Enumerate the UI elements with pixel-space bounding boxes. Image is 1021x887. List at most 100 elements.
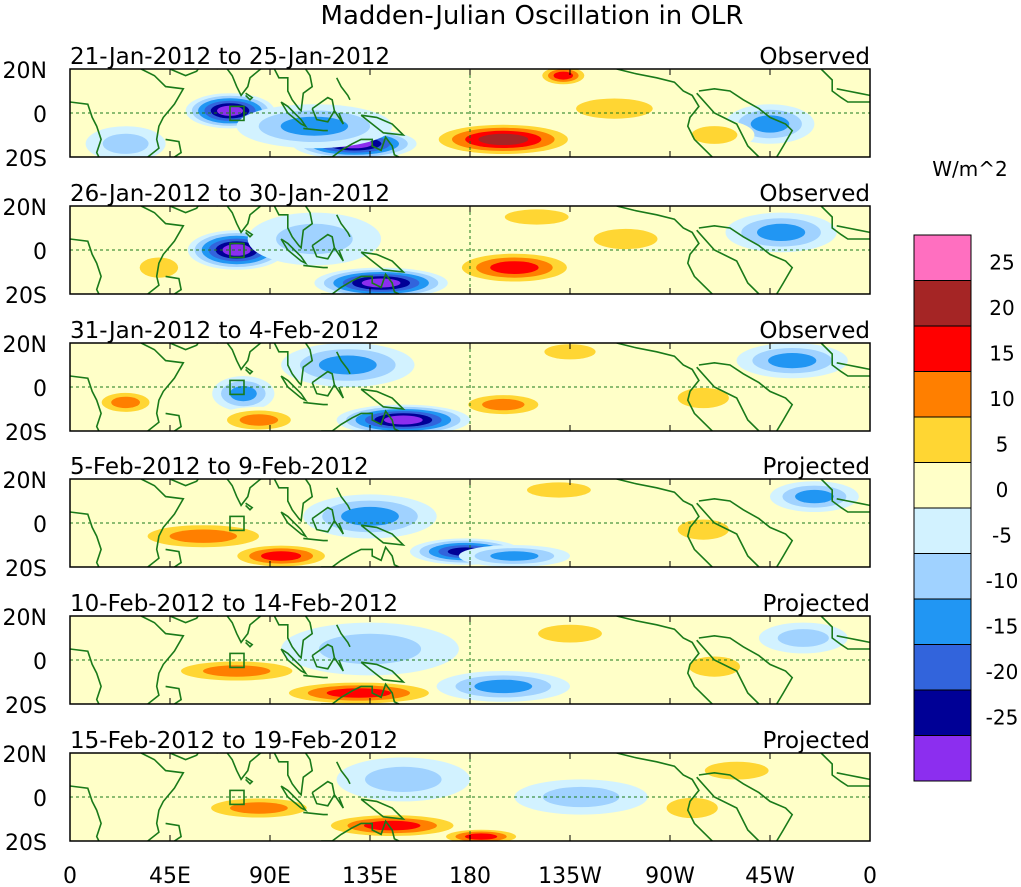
x-tick-label: 90E: [249, 864, 291, 887]
x-tick-label: 135E: [342, 864, 398, 887]
chart-title: Madden-Julian Oscillation in OLR: [321, 1, 744, 31]
coastline: [140, 479, 185, 567]
anomaly-contour: [750, 115, 790, 133]
anomaly-contour: [538, 624, 602, 643]
coastline: [303, 264, 328, 269]
coastline: [616, 616, 713, 704]
anomaly-contour: [704, 761, 769, 780]
colorbar-swatch: [913, 280, 972, 327]
coastline: [698, 771, 794, 841]
anomaly-contour: [280, 116, 349, 136]
coastline: [216, 479, 262, 507]
anomaly-contour: [504, 209, 569, 225]
coastlines: [70, 343, 870, 431]
coastline: [216, 343, 262, 371]
colorbar-label: -10: [986, 569, 1019, 593]
anomaly-contour: [203, 665, 271, 677]
coastline: [836, 772, 870, 781]
coastline: [273, 69, 314, 113]
coastline: [836, 635, 870, 644]
panel-period: 31-Jan-2012 to 4-Feb-2012: [70, 318, 379, 344]
coastline: [216, 206, 262, 234]
coastline: [333, 384, 345, 399]
olr-anomaly-field: [125, 479, 859, 567]
coastline: [836, 88, 870, 97]
colorbar-label: -25: [986, 706, 1019, 730]
y-tick-label: 20N: [3, 606, 47, 631]
anomaly-contour: [326, 688, 392, 698]
anomaly-contour: [768, 353, 817, 369]
anomaly-contour: [478, 133, 529, 145]
coastline: [333, 520, 345, 535]
colorbar: W/m^2 25 20 15 10 5 0 -5 -10 -15 -20 -25: [913, 157, 1019, 782]
coastline: [360, 524, 406, 547]
coastline: [169, 69, 200, 77]
coastline: [165, 138, 182, 157]
anomaly-contour: [365, 766, 442, 793]
colorbar-label: 10: [989, 387, 1014, 411]
anomaly-contour: [677, 519, 729, 540]
colorbar-label: 15: [989, 342, 1014, 366]
coastline: [321, 409, 400, 431]
y-tick-label: 20N: [3, 59, 47, 84]
coastline: [169, 343, 200, 351]
x-tick-label: 45E: [149, 864, 191, 887]
coastline: [335, 761, 351, 785]
y-tick-label: 0: [33, 650, 47, 675]
anomaly-contour: [677, 387, 729, 409]
coastline: [335, 624, 351, 648]
coastline: [698, 87, 794, 157]
coastline: [698, 497, 794, 567]
coastline: [836, 225, 870, 234]
panel: 31-Jan-2012 to 4-Feb-2012 Observed 20N 0 20S: [3, 318, 871, 446]
coastline: [169, 616, 200, 624]
y-tick-label: 20S: [5, 831, 47, 856]
panel-period: 26-Jan-2012 to 30-Jan-2012: [70, 181, 390, 207]
anomaly-contour: [465, 833, 498, 840]
coastline: [70, 648, 102, 704]
colorbar-swatch: [913, 371, 972, 418]
coastlines: [70, 616, 870, 704]
coastline: [165, 548, 182, 567]
y-tick-label: 20S: [5, 284, 47, 309]
anomaly-contour: [169, 529, 237, 543]
coastline: [245, 639, 254, 648]
colorbar-swatch: [913, 598, 972, 645]
x-tick-label: 0: [63, 864, 77, 887]
coastline: [245, 502, 254, 511]
colorbar-swatch: [913, 416, 972, 463]
coastline: [360, 388, 406, 411]
coastline: [165, 822, 182, 841]
anomaly-contour: [383, 415, 423, 425]
x-tick-label: 90W: [645, 864, 695, 887]
colorbar-swatch: [913, 644, 972, 691]
coastline: [820, 616, 870, 650]
coastlines: [70, 69, 870, 157]
coastline: [698, 634, 794, 704]
coastline: [165, 275, 182, 294]
anomaly-contour: [795, 489, 834, 504]
coastline: [616, 753, 713, 841]
colorbar-swatch: [913, 735, 972, 782]
colorbar-label: 25: [989, 251, 1014, 275]
coastline: [165, 685, 182, 704]
panel: 21-Jan-2012 to 25-Jan-2012 Observed 20N 0 20…: [3, 44, 871, 172]
coastline: [335, 351, 351, 375]
coastline: [321, 545, 400, 567]
x-axis: 0 45E 90E 135E 180 135W 90W 45W 0: [63, 864, 877, 887]
coastline: [70, 375, 102, 431]
coastline: [303, 537, 328, 542]
coastline: [245, 776, 254, 785]
colorbar-swatch: [913, 507, 972, 554]
coastline: [70, 238, 102, 294]
anomaly-contour: [474, 679, 533, 694]
coastline: [616, 343, 713, 431]
anomaly-contour: [482, 398, 525, 411]
coastline: [140, 343, 185, 431]
panel-period: 10-Feb-2012 to 14-Feb-2012: [70, 591, 398, 617]
coastline: [360, 114, 406, 137]
panels: 21-Jan-2012 to 25-Jan-2012 Observed 20N 0 20…: [3, 44, 871, 856]
coastline: [169, 206, 200, 214]
y-tick-label: 0: [33, 103, 47, 128]
